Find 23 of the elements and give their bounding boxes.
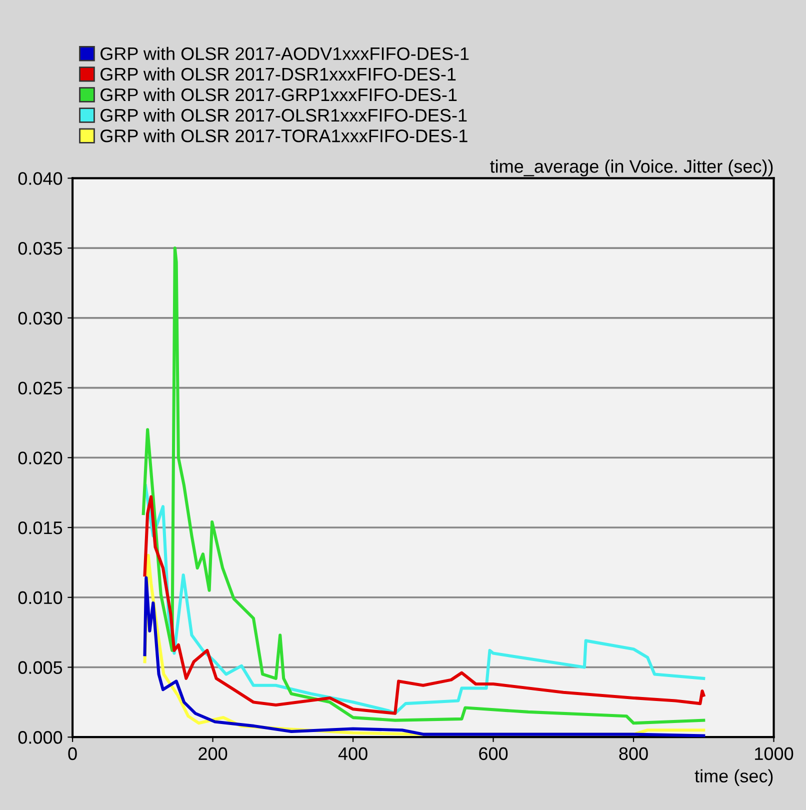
y-tick-label: 0.035 — [18, 242, 62, 255]
legend-label: GRP with OLSR 2017-DSR1xxxFIFO-DES-1 — [100, 67, 456, 81]
x-tick-label: 800 — [619, 747, 648, 760]
x-tick-label: 1000 — [755, 747, 794, 760]
y-tick-label: 0.025 — [18, 382, 62, 395]
legend-label: GRP with OLSR 2017-TORA1xxxFIFO-DES-1 — [100, 128, 468, 142]
line-series — [142, 246, 706, 725]
x-tick-label: 400 — [338, 747, 368, 760]
y-tick-label: 0.020 — [18, 452, 62, 464]
x-tick-label: 200 — [198, 747, 228, 760]
y-tick-label: 0.010 — [18, 591, 62, 604]
y-tick-label: 0.000 — [18, 731, 62, 744]
x-tick-label: 600 — [479, 747, 508, 760]
legend-label: GRP with OLSR 2017-AODV1xxxFIFO-DES-1 — [100, 46, 469, 60]
legend-label: GRP with OLSR 2017-OLSR1xxxFIFO-DES-1 — [100, 108, 467, 122]
y-tick-label: 0.030 — [18, 312, 62, 325]
chart-title: time_average (in Voice. Jitter (sec)) — [490, 160, 773, 176]
y-tick-label: 0.040 — [18, 172, 62, 185]
x-tick-label: 0 — [68, 747, 77, 760]
x-axis-title: time (sec) — [694, 769, 773, 786]
legend-label: GRP with OLSR 2017-GRP1xxxFIFO-DES-1 — [100, 88, 457, 102]
y-tick-label: 0.005 — [18, 661, 62, 674]
y-tick-label: 0.015 — [18, 521, 62, 534]
